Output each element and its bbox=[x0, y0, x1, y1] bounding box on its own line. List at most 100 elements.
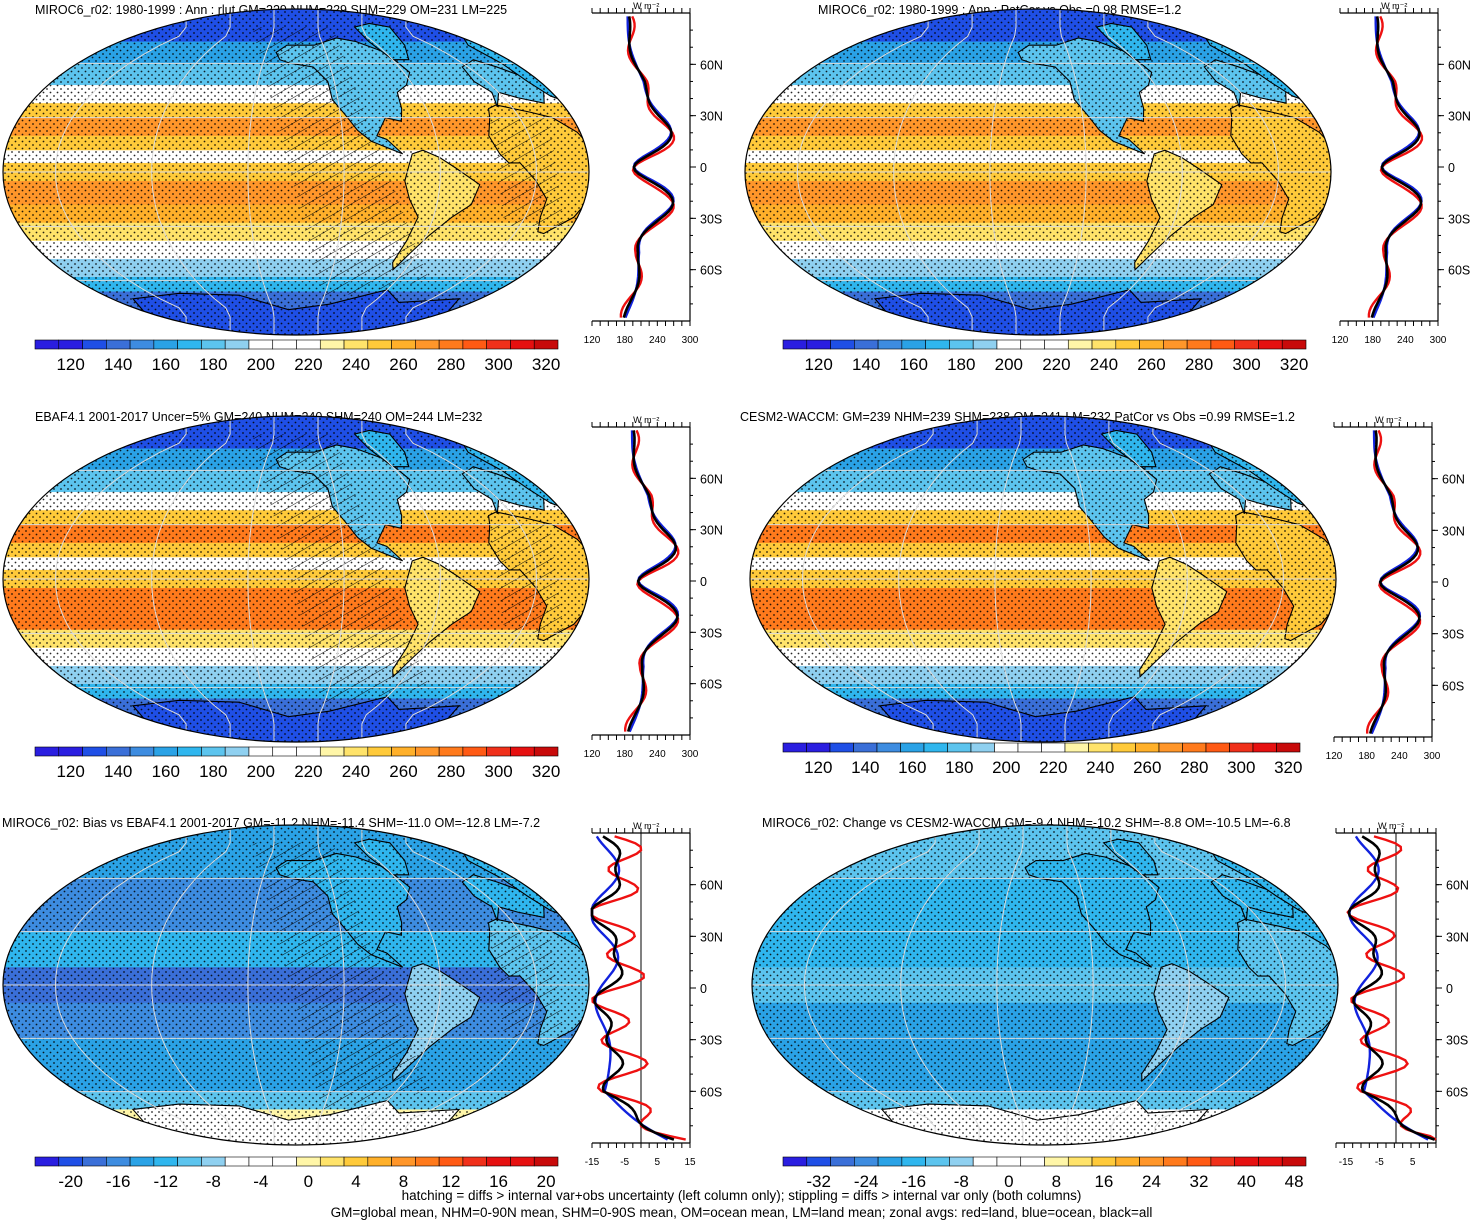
colorbar-tick-label: 220 bbox=[294, 762, 322, 781]
zonal-lat-tick-label: 60S bbox=[1442, 679, 1464, 693]
colorbar-tick-label: 16 bbox=[489, 1172, 508, 1189]
map-field bbox=[750, 416, 1336, 742]
zonal-lat-tick-label: 30S bbox=[700, 1034, 722, 1048]
zonal-lat-tick-label: 60S bbox=[700, 264, 722, 278]
zonal-curve-land bbox=[624, 429, 680, 732]
zonal-lat-tick-label: 0 bbox=[1448, 161, 1455, 175]
zonal-curve-land bbox=[590, 835, 686, 1141]
colorbar-tick-label: 280 bbox=[1185, 355, 1213, 374]
zonal-x-tick-label: 180 bbox=[1364, 335, 1381, 346]
colorbar-tick-label: 320 bbox=[532, 355, 560, 374]
panel-graphics: -32 -24 -16 -8 0 8 16 24 32 40 48 W m⁻² -15 -5 5 60N 30N… bbox=[751, 821, 1469, 1189]
zonal-x-tick-label: 5 bbox=[1410, 1157, 1416, 1168]
map-field bbox=[745, 9, 1331, 335]
colorbar-tick-label: -32 bbox=[806, 1172, 831, 1189]
colorbar-tick-label: 32 bbox=[1190, 1172, 1209, 1189]
colorbar-tick-label: 12 bbox=[442, 1172, 461, 1189]
colorbar-tick-label: 8 bbox=[1052, 1172, 1061, 1189]
colorbar-tick-label: 240 bbox=[342, 355, 370, 374]
colorbar-tick-label: 120 bbox=[804, 758, 832, 777]
colorbar-tick-label: 120 bbox=[56, 355, 84, 374]
zonal-curve-all bbox=[1370, 16, 1423, 318]
zonal-x-tick-label: -15 bbox=[1339, 1157, 1354, 1168]
zonal-lat-tick-label: 60N bbox=[700, 472, 723, 486]
colorbar-tick-label: 280 bbox=[1180, 758, 1208, 777]
colorbar-tick-label: 200 bbox=[995, 355, 1023, 374]
zonal-x-tick-label: 120 bbox=[584, 335, 601, 346]
zonal-lat-tick-label: 0 bbox=[700, 575, 707, 589]
colorbar-tick-label: -20 bbox=[58, 1172, 83, 1189]
zonal-lat-tick-label: 30S bbox=[1446, 1034, 1468, 1048]
zonal-x-tick-label: 120 bbox=[1326, 751, 1343, 762]
zonal-mean-plot: W m⁻² -15 -5 5 15 60N 30N 0 30S 60S bbox=[585, 821, 723, 1168]
colorbar-tick-label: -8 bbox=[206, 1172, 221, 1189]
colorbar-tick-label: 140 bbox=[104, 762, 132, 781]
zonal-x-tick-label: 240 bbox=[649, 335, 666, 346]
panel-title: MIROC6_r02: Bias vs EBAF4.1 2001-2017 GM… bbox=[2, 816, 541, 830]
colorbar-tick-label: 0 bbox=[304, 1172, 313, 1189]
zonal-x-tick-label: 300 bbox=[682, 335, 699, 346]
zonal-x-tick-label: -5 bbox=[620, 1157, 629, 1168]
colorbar-tick-label: 120 bbox=[56, 762, 84, 781]
zonal-mean-plot: W m⁻² -15 -5 5 60N 30N 0 30S 60S bbox=[1335, 821, 1469, 1168]
colorbar-tick-label: 260 bbox=[1137, 355, 1165, 374]
colorbar-tick-label: 220 bbox=[294, 355, 322, 374]
colorbar-tick-label: 120 bbox=[804, 355, 832, 374]
colorbar-tick-label: 16 bbox=[1094, 1172, 1113, 1189]
colorbar-tick-label: -16 bbox=[106, 1172, 131, 1189]
panel-graphics: 120 140 160 180 200 220 240 260 280 300 320 W m⁻² 12… bbox=[744, 1, 1471, 374]
zonal-lat-tick-label: 60S bbox=[700, 1085, 722, 1099]
zonal-lat-tick-label: 60N bbox=[700, 879, 723, 893]
zonal-x-tick-label: 300 bbox=[1424, 751, 1441, 762]
zonal-x-tick-label: 240 bbox=[1397, 335, 1414, 346]
colorbar-tick-label: 160 bbox=[152, 355, 180, 374]
panel-graphics: -20 -16 -12 -8 -4 0 4 8 12 16 20 W m⁻² -15 -5 5 15 60N 30… bbox=[2, 821, 723, 1189]
colorbar-tick-label: 240 bbox=[1090, 355, 1118, 374]
colorbar: 120 140 160 180 200 220 240 260 280 300 320 bbox=[782, 742, 1302, 777]
colorbar-tick-label: 140 bbox=[851, 758, 879, 777]
zonal-x-tick-label: -15 bbox=[585, 1157, 600, 1168]
colorbar-tick-label: 320 bbox=[1280, 355, 1308, 374]
colorbar-tick-label: 160 bbox=[152, 762, 180, 781]
zonal-curve-all bbox=[626, 430, 679, 732]
map-outline bbox=[749, 415, 1337, 743]
colorbar-tick-label: 300 bbox=[1232, 355, 1260, 374]
colorbar-tick-label: 160 bbox=[900, 355, 928, 374]
colorbar-tick-label: -24 bbox=[854, 1172, 879, 1189]
zonal-lat-tick-label: 30N bbox=[1448, 110, 1471, 124]
colorbar: 120 140 160 180 200 220 240 260 280 300 320 bbox=[34, 339, 560, 374]
zonal-lat-tick-label: 30S bbox=[700, 212, 722, 226]
zonal-units-label: W m⁻² bbox=[1381, 1, 1407, 11]
zonal-mean-plot: W m⁻² 120 180 240 300 60N 30N 0 30S 60S bbox=[1326, 415, 1465, 762]
colorbar-tick-label: 300 bbox=[484, 355, 512, 374]
zonal-lat-tick-label: 30S bbox=[1442, 628, 1464, 642]
zonal-x-tick-label: 240 bbox=[649, 749, 666, 760]
map-field bbox=[3, 825, 589, 1145]
colorbar-tick-label: 300 bbox=[1227, 758, 1255, 777]
colorbar-tick-label: 48 bbox=[1285, 1172, 1304, 1189]
footer-line-1: hatching = diffs > internal var+obs unce… bbox=[401, 1188, 1082, 1203]
colorbar-tick-label: 260 bbox=[389, 355, 417, 374]
colorbar-tick-label: 8 bbox=[399, 1172, 408, 1189]
colorbar-tick-label: 200 bbox=[247, 355, 275, 374]
zonal-lat-tick-label: 60N bbox=[1448, 58, 1471, 72]
panel-graphics: 120 140 160 180 200 220 240 260 280 300 320 W m⁻² 12… bbox=[2, 1, 723, 374]
zonal-mean-plot: W m⁻² 120 180 240 300 60N 30N 0 30S 60S bbox=[1332, 1, 1471, 346]
zonal-curve-land bbox=[1367, 15, 1424, 318]
map-outline bbox=[2, 824, 590, 1146]
zonal-lat-tick-label: 0 bbox=[700, 161, 707, 175]
colorbar-tick-label: 320 bbox=[532, 762, 560, 781]
colorbar-tick-label: 140 bbox=[852, 355, 880, 374]
zonal-curve-land bbox=[619, 15, 676, 318]
map-field bbox=[3, 416, 589, 742]
zonal-lat-tick-label: 30N bbox=[700, 110, 723, 124]
colorbar: 120 140 160 180 200 220 240 260 280 300 320 bbox=[34, 746, 560, 781]
zonal-lat-tick-label: 30N bbox=[700, 524, 723, 538]
zonal-x-tick-label: 300 bbox=[682, 749, 699, 760]
colorbar-tick-label: 180 bbox=[199, 355, 227, 374]
zonal-x-tick-label: 120 bbox=[1332, 335, 1349, 346]
colorbar-tick-label: 280 bbox=[437, 355, 465, 374]
zonal-lat-tick-label: 60S bbox=[1448, 264, 1470, 278]
zonal-x-tick-label: 5 bbox=[655, 1157, 661, 1168]
